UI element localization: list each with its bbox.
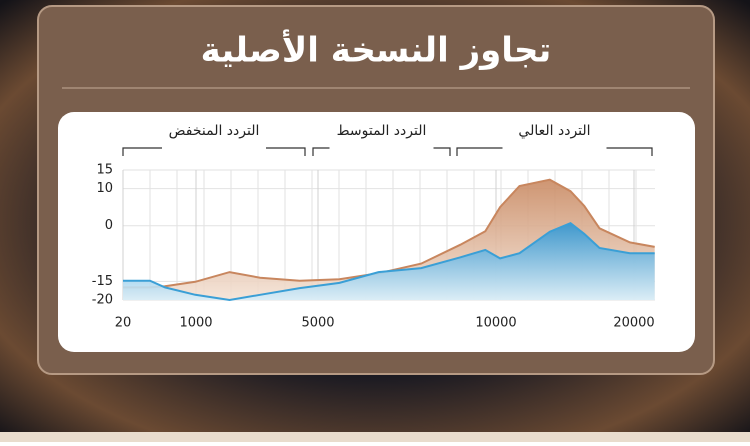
series-line — [123, 221, 655, 302]
y-tick-label: -15 — [92, 274, 113, 289]
band-label: التردد المنخفض — [169, 123, 260, 139]
band-label-bg — [502, 138, 607, 154]
title: تجاوز النسخة الأصلية — [201, 29, 552, 71]
x-tick-label: 10000 — [475, 316, 516, 331]
y-tick-label: 0 — [105, 218, 113, 233]
y-tick-label: 15 — [96, 163, 113, 178]
x-tick-label: 1000 — [179, 316, 212, 331]
area-fill — [123, 223, 655, 300]
x-tick-label: 5000 — [301, 316, 334, 331]
band-label-bg — [162, 138, 266, 154]
x-tick-label: 20000 — [613, 316, 654, 331]
band-label-bg — [329, 138, 434, 154]
band-label: التردد المتوسط — [337, 123, 427, 139]
series-line — [123, 178, 655, 289]
y-tick-label: 10 — [96, 181, 113, 196]
y-tick-label: -20 — [92, 293, 113, 308]
x-tick-label: 20 — [115, 316, 132, 331]
bottom-strip — [0, 432, 750, 442]
band-label: التردد العالي — [518, 123, 590, 139]
